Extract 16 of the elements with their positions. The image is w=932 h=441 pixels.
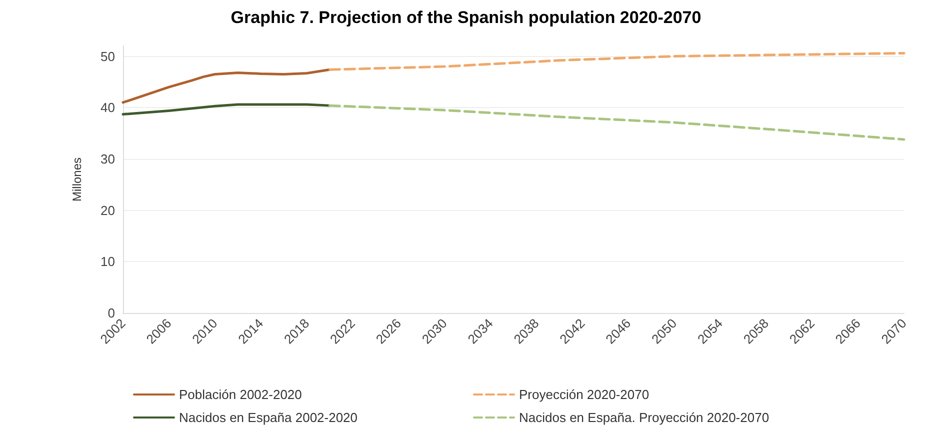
y-tick-label: 50 bbox=[100, 48, 115, 64]
legend-label: Población 2002-2020 bbox=[179, 387, 302, 402]
y-tick-label: 40 bbox=[100, 100, 115, 116]
line-series bbox=[122, 103, 331, 116]
legend-label: Proyección 2020-2070 bbox=[519, 387, 650, 402]
y-tick-label: 10 bbox=[100, 254, 115, 270]
y-tick-label: 0 bbox=[108, 306, 115, 320]
line-series bbox=[328, 52, 906, 71]
line-series bbox=[328, 104, 906, 141]
y-tick-label: 20 bbox=[100, 202, 115, 218]
y-tick-label: 30 bbox=[100, 151, 115, 166]
chart-title: Graphic 7. Projection of the Spanish population 2020-2070 bbox=[230, 8, 702, 27]
legend-label: Nacidos en España 2002-2020 bbox=[179, 410, 358, 425]
legend-label: Nacidos en España. Proyección 2020-2070 bbox=[519, 410, 770, 425]
line-series bbox=[122, 68, 331, 104]
y-axis-title: Millones bbox=[70, 157, 84, 202]
